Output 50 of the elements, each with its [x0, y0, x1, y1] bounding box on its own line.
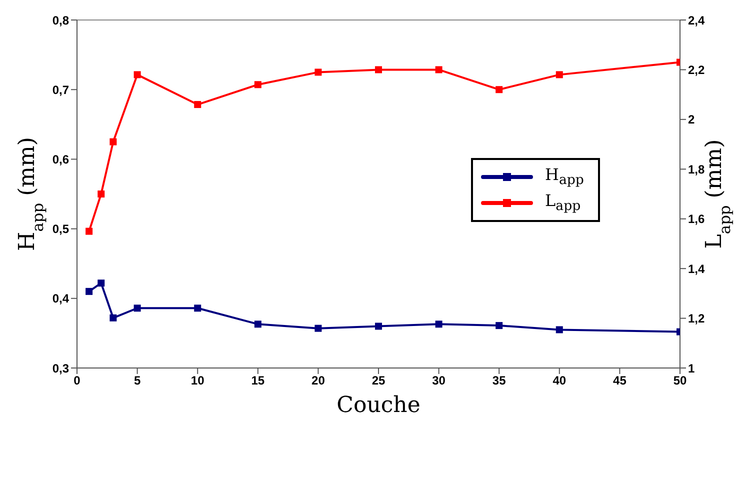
x-tick-label: 0 [74, 374, 81, 388]
point [254, 320, 262, 328]
point [254, 81, 262, 88]
point [134, 304, 141, 312]
y-tick-label: 0,6 [52, 152, 70, 166]
point [98, 190, 105, 198]
point [496, 322, 503, 330]
y-tick-label: 0,5 [52, 222, 70, 236]
point [110, 138, 117, 146]
point [556, 326, 563, 334]
point [435, 320, 442, 328]
point [194, 304, 202, 312]
x-tick-label: 5 [134, 374, 141, 388]
point [110, 314, 117, 322]
y2-tick-label: 1,2 [688, 312, 706, 326]
y2-tick-label: 2 [688, 112, 695, 127]
point [496, 86, 503, 94]
point [314, 324, 322, 332]
point [435, 66, 442, 74]
y-tick-label: 0,4 [52, 292, 70, 306]
y2-tick-label: 1,4 [688, 262, 706, 276]
y-tick-label: 0,8 [52, 13, 70, 28]
point [86, 228, 93, 235]
x-tick-label: 10 [190, 374, 205, 388]
y2-tick-label: 2,2 [688, 62, 706, 77]
x-tick-label: 30 [432, 374, 446, 388]
y2-tick-label: 2,4 [688, 13, 706, 28]
x-axis-title: Couche [336, 393, 420, 418]
x-tick-label: 40 [552, 374, 566, 388]
legend-label: H$_{app}$ [545, 165, 584, 189]
point [375, 66, 382, 74]
point [134, 71, 141, 78]
y2-tick-label: 1,6 [688, 212, 706, 226]
point [375, 322, 382, 330]
y-tick-label: 0,7 [52, 82, 70, 97]
point [86, 288, 93, 295]
point [314, 68, 322, 76]
x-tick-label: 15 [251, 374, 265, 388]
point [98, 280, 105, 287]
y2-tick-label: 1 [688, 361, 695, 376]
x-tick-label: 20 [312, 374, 326, 388]
x-tick-label: 25 [372, 374, 386, 388]
x-tick-label: 45 [613, 374, 627, 388]
y-tick-label: 0,3 [52, 361, 70, 376]
legend-label: L$_{app}$ [545, 191, 581, 215]
y2-tick-label: 1,8 [688, 162, 706, 176]
point [194, 101, 202, 108]
x-tick-label: 35 [492, 374, 506, 388]
point [556, 71, 563, 78]
x-tick-label: 50 [673, 374, 687, 388]
